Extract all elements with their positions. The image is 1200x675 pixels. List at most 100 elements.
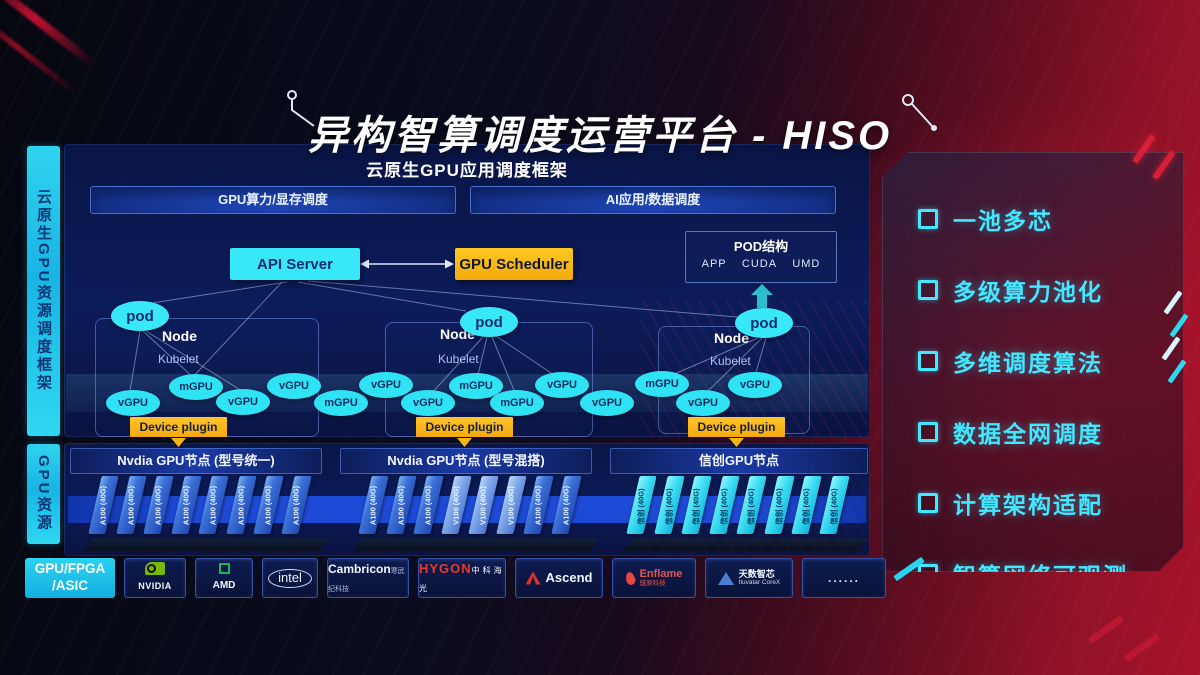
vendor-logo-iluvatar: 天数智芯 Iluvatar CoreX bbox=[705, 558, 793, 598]
vendor-logo-enflame: Enflame 燧原科技 bbox=[612, 558, 696, 598]
feature-text: 一池多芯 bbox=[953, 208, 1053, 234]
gpu-card: A100 (40G) bbox=[523, 476, 554, 534]
gpu-card-label: 信创 (40G) bbox=[746, 488, 756, 525]
gpu-card: A100 (40G) bbox=[143, 476, 174, 534]
gpu-card-label: 信创 (40G) bbox=[664, 488, 673, 525]
gpu-card: A100 (40G) bbox=[280, 476, 312, 534]
gpu-card: A100 (40G) bbox=[115, 476, 147, 534]
gpu-scheduler-box: GPU Scheduler bbox=[455, 248, 573, 280]
circuit-decoration-left-icon bbox=[287, 90, 315, 127]
pod-ellipse: pod bbox=[735, 308, 793, 338]
vendor-sub-text: 中科海光 bbox=[419, 566, 505, 593]
gpu-card-label: A100 (40G) bbox=[126, 485, 135, 526]
gpu-card: 信创 (40G) bbox=[736, 476, 767, 534]
gpu-card-label: 信创 (40G) bbox=[691, 488, 701, 525]
vendor-logo-nvidia: NVIDIA bbox=[124, 558, 186, 598]
square-bullet-icon bbox=[918, 493, 938, 513]
feature-text: 多级算力池化 bbox=[953, 279, 1103, 305]
vendor-logo-more: ...... bbox=[802, 558, 886, 598]
pod-ellipse: pod bbox=[460, 307, 518, 337]
gpu-card-label: 信创 (40G) bbox=[636, 488, 646, 525]
gpu-card: 信创 (40G) bbox=[791, 476, 822, 534]
kubelet-label: Kubelet bbox=[710, 354, 751, 368]
gpu-slice-ellipse: vGPU bbox=[106, 390, 160, 416]
iluvatar-logo-icon bbox=[717, 571, 734, 585]
gpu-card-label: A100 (40G) bbox=[396, 485, 405, 526]
vendor-brand-text: intel bbox=[268, 569, 312, 588]
vendor-brand-text: ...... bbox=[827, 571, 860, 585]
gpu-slice-ellipse: vGPU bbox=[728, 372, 782, 398]
pod-structure-title: POD结构 bbox=[733, 239, 789, 254]
gpu-card: A100 (40G) bbox=[385, 476, 417, 534]
enflame-logo-icon bbox=[624, 570, 637, 586]
gpu-card-label: V100 (40G) bbox=[451, 486, 460, 525]
feature-text: 计算架构适配 bbox=[953, 492, 1103, 518]
gpu-card-label: A100 (40G) bbox=[423, 485, 433, 526]
gpu-card: A100 (40G) bbox=[88, 476, 119, 534]
feature-text: 数据全网调度 bbox=[953, 421, 1103, 447]
hardware-label-line2: /ASIC bbox=[51, 578, 88, 593]
ascend-logo-icon bbox=[525, 571, 541, 585]
gpu-section-header-mixed: Nvdia GPU节点 (型号混搭) bbox=[340, 448, 592, 474]
gpu-section-header-xinchuang: 信创GPU节点 bbox=[610, 448, 868, 474]
gpu-slice-ellipse: vGPU bbox=[359, 372, 413, 398]
gpu-card: V100 (40G) bbox=[468, 476, 499, 534]
vendor-sub-text: 寒武纪科技 bbox=[328, 568, 405, 593]
gpu-card-label: 信创 (40G) bbox=[801, 488, 811, 525]
gpu-card: 信创 (40G) bbox=[763, 476, 795, 534]
vendor-brand-text: HYGON bbox=[419, 561, 472, 576]
gpu-slice-ellipse: vGPU bbox=[401, 390, 455, 416]
gpu-card: A100 (40G) bbox=[198, 476, 229, 534]
vendor-sub-text: 燧原科技 bbox=[639, 580, 666, 588]
gpu-card-label: A100 (40G) bbox=[291, 485, 300, 526]
gpu-card: A100 (40G) bbox=[550, 476, 582, 534]
gpu-card: 信创 (40G) bbox=[626, 476, 657, 534]
gpu-card-label: A100 (40G) bbox=[236, 485, 245, 526]
api-server-box: API Server bbox=[230, 248, 360, 280]
gpu-card-label: 信创 (40G) bbox=[774, 488, 783, 525]
pod-structure-item: CUDA bbox=[741, 258, 778, 270]
gpu-card: 信创 (40G) bbox=[681, 476, 712, 534]
feature-item: 多级算力池化 bbox=[918, 273, 1184, 307]
sidebar-label-scheduling-framework: 云原生GPU资源调度框架 bbox=[27, 146, 60, 436]
gpu-card: 信创 (40G) bbox=[708, 476, 740, 534]
vendor-logo-intel: intel bbox=[262, 558, 318, 598]
gpu-slice-ellipse: vGPU bbox=[676, 390, 730, 416]
gpu-card-label: A100 (40G) bbox=[153, 485, 163, 526]
pod-structure-box: POD结构 APP CUDA UMD bbox=[685, 231, 837, 283]
square-bullet-icon bbox=[918, 422, 938, 442]
gpu-card-label: 信创 (40G) bbox=[719, 488, 728, 525]
compute-memory-scheduling-bar: GPU算力/显存调度 bbox=[90, 186, 456, 214]
gpu-card-label: A100 (40G) bbox=[181, 485, 190, 526]
gpu-card-label: A100 (40G) bbox=[561, 485, 570, 526]
gpu-card: V100 (40G) bbox=[440, 476, 472, 534]
page-title: 异构智算调度运营平台 - HISO bbox=[307, 113, 893, 158]
nvidia-logo-icon bbox=[145, 562, 165, 575]
gpu-card-label: A100 (40G) bbox=[263, 485, 273, 526]
gpu-card-label: A100 (40G) bbox=[98, 485, 108, 526]
feature-item: 多维调度算法 bbox=[918, 344, 1184, 378]
vendor-brand-text: Ascend bbox=[545, 570, 593, 586]
amd-logo-icon bbox=[218, 563, 230, 574]
sidebar-label-text: 云原生GPU资源调度框架 bbox=[35, 189, 52, 393]
vendor-sub-text: Iluvatar CoreX bbox=[738, 579, 781, 587]
vendor-brand-text: NVIDIA bbox=[138, 581, 172, 591]
gpu-slice-ellipse: mGPU bbox=[635, 371, 689, 397]
gpu-card-label: V100 (40G) bbox=[506, 486, 515, 525]
sidebar-label-hardware: GPU/FPGA /ASIC bbox=[25, 558, 115, 598]
gpu-card-label: A100 (40G) bbox=[368, 485, 378, 526]
gpu-slice-ellipse: vGPU bbox=[535, 372, 589, 398]
square-bullet-icon bbox=[918, 209, 938, 229]
gpu-card: 信创 (40G) bbox=[818, 476, 850, 534]
device-plugin-box: Device plugin bbox=[416, 417, 513, 437]
hardware-label-line1: GPU/FPGA bbox=[34, 561, 106, 577]
gpu-card: A100 (40G) bbox=[170, 476, 202, 534]
square-bullet-icon bbox=[918, 351, 938, 371]
feature-text: 多维调度算法 bbox=[953, 350, 1103, 376]
gpu-card-label: 信创 (40G) bbox=[829, 488, 838, 525]
gpu-section-header-uniform: Nvdia GPU节点 (型号统一) bbox=[70, 448, 322, 474]
kubelet-label: Kubelet bbox=[158, 352, 199, 366]
feature-item: 计算架构适配 bbox=[918, 486, 1184, 520]
gpu-card-label: A100 (40G) bbox=[533, 485, 543, 526]
